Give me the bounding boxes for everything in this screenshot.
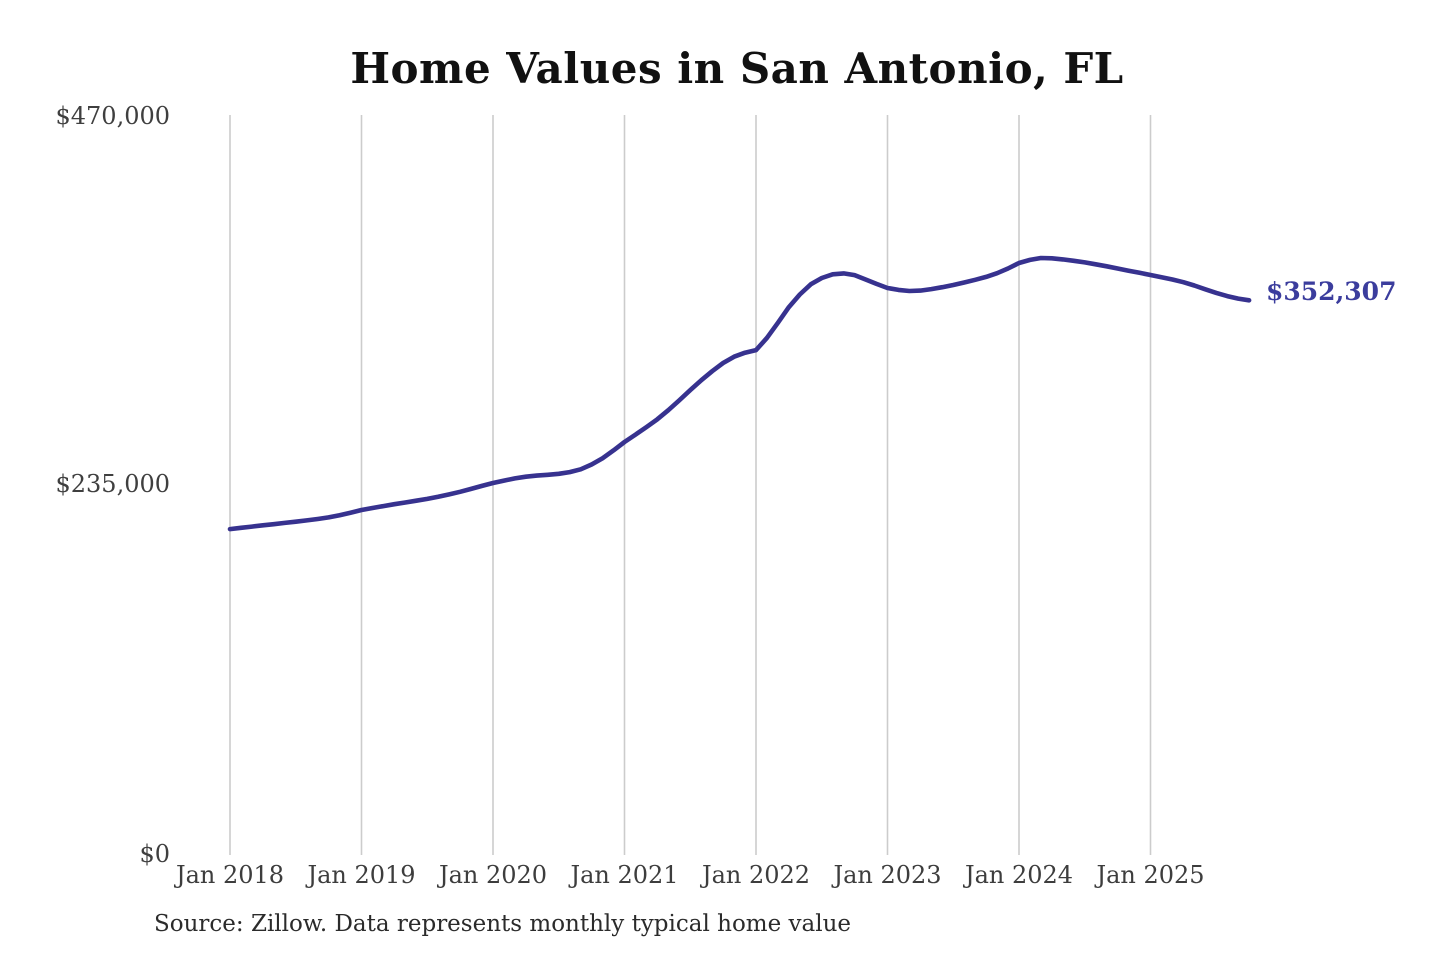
x-axis-tick-jan-2025: Jan 2025 xyxy=(1096,861,1205,889)
x-axis-tick-jan-2022: Jan 2022 xyxy=(701,861,811,889)
chart-title: Home Values in San Antonio, FL xyxy=(350,44,1124,93)
x-axis-tick-jan-2023: Jan 2023 xyxy=(833,861,942,889)
latest-value-label: $352,307 xyxy=(1266,277,1397,306)
x-axis-tick-jan-2018: Jan 2018 xyxy=(175,861,285,889)
x-axis-tick-jan-2019: Jan 2019 xyxy=(307,861,416,889)
y-axis-tick-235000: $235,000 xyxy=(55,470,170,498)
x-axis-tick-jan-2021: Jan 2021 xyxy=(570,861,679,889)
x-axis-tick-jan-2020: Jan 2020 xyxy=(438,861,548,889)
y-axis-tick-0: $0 xyxy=(139,840,170,868)
source-note: Source: Zillow. Data represents monthly … xyxy=(154,911,852,937)
x-axis-tick-jan-2024: Jan 2024 xyxy=(964,861,1074,889)
y-axis-tick-470000: $470,000 xyxy=(55,102,170,130)
